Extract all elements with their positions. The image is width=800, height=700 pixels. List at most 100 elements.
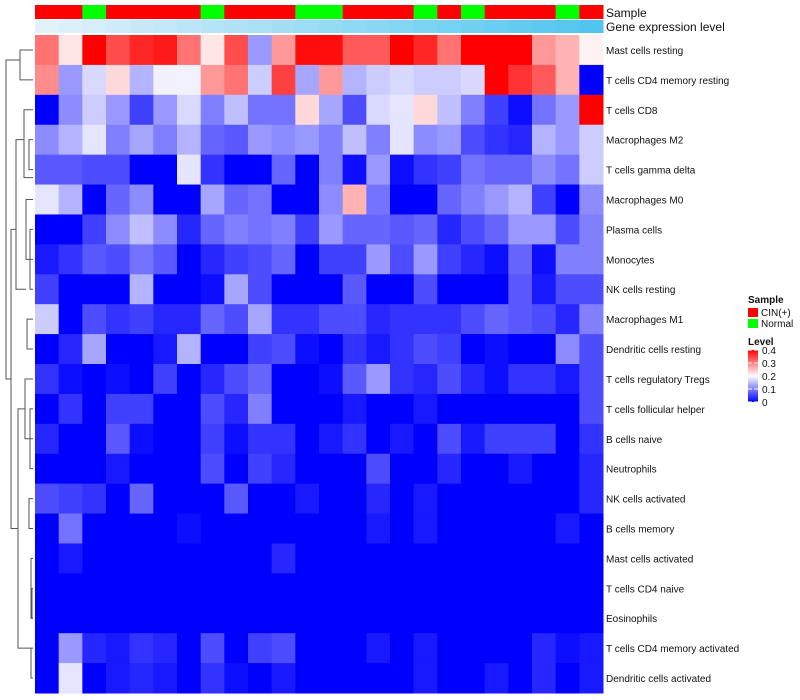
heatmap-cell (177, 304, 202, 335)
heatmap-cell (413, 214, 438, 245)
heatmap-cell (35, 214, 60, 245)
heatmap-cell (82, 184, 107, 215)
sample-cell (461, 5, 486, 19)
heatmap-cell (271, 35, 296, 66)
expression-level-cell (390, 20, 415, 33)
heatmap-cell (484, 304, 509, 335)
heatmap-cell (129, 633, 154, 664)
heatmap-cell (390, 154, 415, 186)
heatmap-cell (35, 423, 60, 455)
heatmap-cell (437, 334, 462, 365)
heatmap-cell (271, 244, 296, 275)
heatmap-cell (129, 64, 154, 96)
heatmap-cell (35, 244, 60, 275)
heatmap-cell (106, 364, 131, 395)
row-label: Mast cells resting (606, 46, 683, 57)
heatmap-cell (508, 543, 533, 574)
heatmap-cell (129, 94, 154, 126)
row-label: T cells regulatory Tregs (606, 375, 710, 386)
heatmap-cell (177, 64, 202, 96)
heatmap-cell (437, 423, 462, 455)
heatmap-cell (390, 35, 415, 66)
heatmap-cell (248, 543, 273, 574)
heatmap-cell (390, 214, 415, 245)
heatmap-cell (342, 35, 367, 66)
heatmap-cell (579, 663, 604, 694)
heatmap-cell (248, 663, 273, 694)
heatmap-cell (106, 513, 131, 544)
heatmap-cell (555, 64, 580, 96)
heatmap-cell (58, 573, 83, 604)
heatmap-cell (35, 513, 60, 544)
heatmap-cell (58, 184, 83, 215)
heatmap-cell (177, 393, 202, 425)
heatmap-cell (508, 453, 533, 485)
heatmap-cell (35, 304, 60, 335)
heatmap-cell (224, 543, 249, 574)
sample-cell (532, 5, 557, 19)
row-label: Eosinophils (606, 614, 657, 625)
heatmap-cell (437, 603, 462, 634)
heatmap-cell (413, 483, 438, 515)
heatmap-cell (248, 304, 273, 335)
heatmap-cell (200, 64, 225, 96)
expression-level-cell (200, 20, 225, 33)
heatmap-cell (153, 214, 178, 245)
heatmap-cell (366, 423, 391, 455)
heatmap-cell (200, 124, 225, 156)
legend-level-colorbar (748, 350, 758, 402)
heatmap-cell (177, 244, 202, 275)
heatmap-cell (271, 513, 296, 544)
heatmap-cell (413, 304, 438, 335)
heatmap-cell (579, 334, 604, 365)
heatmap-cell (106, 334, 131, 365)
heatmap-cell (461, 603, 486, 634)
heatmap-cell (224, 663, 249, 694)
heatmap-cell (390, 64, 415, 96)
heatmap-cell (390, 393, 415, 425)
heatmap-cell (555, 304, 580, 335)
heatmap-cell (271, 304, 296, 335)
heatmap-cell (153, 393, 178, 425)
heatmap-cell (177, 35, 202, 66)
heatmap-cell (129, 214, 154, 245)
heatmap-cell (461, 35, 486, 66)
heatmap-cell (271, 573, 296, 604)
heatmap-cell (508, 154, 533, 186)
heatmap-cell (271, 483, 296, 515)
sample-cell (224, 5, 249, 19)
heatmap-cell (82, 35, 107, 66)
heatmap-cell (200, 184, 225, 215)
heatmap-cell (106, 124, 131, 156)
dendrogram-branch (10, 228, 18, 529)
row-label: Neutrophils (606, 465, 657, 476)
heatmap-cell (342, 94, 367, 126)
heatmap-cell (413, 124, 438, 156)
expression-level-cell (366, 20, 391, 33)
heatmap-cell (319, 603, 344, 634)
row-label: Macrophages M2 (606, 136, 684, 147)
heatmap-cell (153, 184, 178, 215)
heatmap-cell (58, 633, 83, 664)
heatmap-cell (342, 603, 367, 634)
heatmap-cell (129, 244, 154, 275)
expression-level-cell (508, 20, 533, 33)
heatmap-cell (177, 124, 202, 156)
heatmap-cell (82, 663, 107, 694)
heatmap-cell (295, 94, 320, 126)
heatmap-cell (532, 124, 557, 156)
heatmap-cell (366, 603, 391, 634)
heatmap-cell (437, 64, 462, 96)
heatmap-cell (555, 364, 580, 395)
heatmap-cell (366, 35, 391, 66)
heatmap-cell (106, 244, 131, 275)
heatmap-cell (319, 423, 344, 455)
heatmap-cell (579, 64, 604, 96)
heatmap-cell (295, 513, 320, 544)
heatmap-cell (295, 603, 320, 634)
heatmap-cell (153, 94, 178, 126)
heatmap-cell (153, 334, 178, 365)
heatmap-cell (319, 184, 344, 215)
heatmap-cell (82, 573, 107, 604)
heatmap-cell (106, 304, 131, 335)
